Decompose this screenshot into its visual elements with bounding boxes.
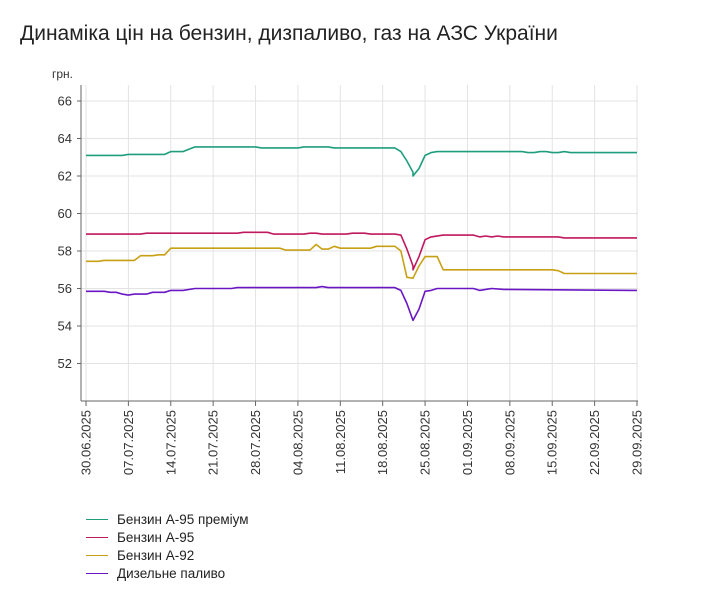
series-line-3 [86,243,637,279]
y-tick-label: 52 [58,356,72,371]
x-tick-label: 29.09.2025 [630,410,645,475]
x-tick-label: 28.07.2025 [248,410,263,475]
x-tick-label: 30.06.2025 [79,410,94,475]
line-chart: 52 54 56 58 60 62 64 66 30.06.2025 07.07.2025 14.0… [52,67,645,475]
x-tick-label: 18.08.2025 [375,410,390,475]
y-tick-label: 66 [58,94,72,109]
x-tick-label: 25.08.2025 [418,410,433,475]
y-tick-label: 56 [58,281,72,296]
y-tick-label: 60 [58,206,72,221]
series-line-4 [86,285,638,322]
y-tick-label: 54 [58,319,72,334]
y-tick-label: 62 [58,169,72,184]
chart-title: Динаміка цін на бензин, дизпаливо, газ н… [20,22,558,45]
legend-item[interactable]: Дизельне паливо [86,564,249,582]
x-tick-label: 14.07.2025 [163,410,178,475]
series-line-1 [86,146,637,177]
y-tick-label: 64 [58,131,72,146]
y-axis-unit-label: грн. [52,67,73,81]
y-tick-label: 58 [58,244,72,259]
legend-item[interactable]: Бензин А-92 [86,546,249,564]
legend-label: Бензин А-92 [117,547,195,563]
x-tick-label: 15.09.2025 [545,410,560,475]
legend-item[interactable]: Бензин А-95 преміум [86,510,249,528]
grid-lines [81,85,638,401]
legend-swatch [86,554,108,556]
legend-swatch [86,572,108,574]
legend-label: Дизельне паливо [117,565,226,581]
legend-label: Бензин А-95 [117,529,195,545]
x-tick-label: 01.09.2025 [460,410,475,475]
x-tick-label: 22.09.2025 [587,410,602,475]
x-tick-label: 08.09.2025 [502,410,517,475]
x-tick-label: 21.07.2025 [206,410,221,475]
legend-swatch [86,518,108,520]
x-tick-label: 11.08.2025 [333,410,348,474]
x-tick-label: 07.07.2025 [121,410,136,475]
legend-label: Бензин А-95 преміум [117,511,249,527]
legend-item[interactable]: Бензин А-95 [86,528,249,546]
x-tick-label: 04.08.2025 [290,410,305,475]
series-line-2 [86,231,637,271]
legend-swatch [86,536,108,538]
series-lines [86,146,638,322]
axes: 52 54 56 58 60 62 64 66 30.06.2025 07.07.2025 14.0… [58,85,645,475]
legend: Бензин А-95 преміум Бензин А-95 Бензин А-9… [86,510,249,582]
